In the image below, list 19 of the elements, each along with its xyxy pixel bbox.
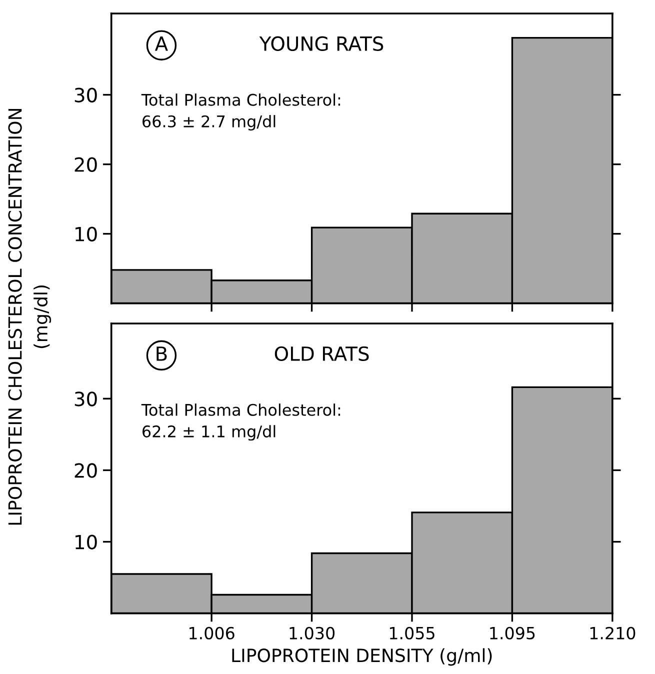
- y-tick-label: 20: [74, 463, 97, 478]
- y-tick-label: 10: [76, 534, 97, 550]
- x-tick-label: 1.210: [590, 626, 636, 640]
- x-tick-label: 1.006: [190, 626, 234, 640]
- annotation: Total Plasma Cholesterol: 62.2 ± 1.1 mg/dl: [141, 404, 340, 441]
- x-tick-label: 1.030: [290, 626, 335, 640]
- x-tick-label: 1.055: [390, 626, 434, 640]
- text: YOUNG RATS: [259, 36, 384, 51]
- y-tick-label: 20: [74, 157, 97, 172]
- annotation: Total Plasma Cholesterol: 66.3 ± 2.7 mg/dl: [141, 94, 340, 131]
- annotation: B: [156, 346, 167, 361]
- y-tick-label: 30: [74, 392, 97, 406]
- x-axis-title: LIPOPROTEIN DENSITY (g/ml): [232, 648, 492, 666]
- y-axis-title: LIPOPROTEIN CHOLESTEROL CONCENTRATION (mg/dl): [8, 108, 52, 525]
- x-tick-label: 1.095: [490, 626, 535, 640]
- y-tick-label: 10: [76, 226, 97, 242]
- y-tick-label: 30: [74, 88, 97, 102]
- text: OLD RATS: [274, 346, 369, 362]
- annotation: A: [154, 36, 168, 51]
